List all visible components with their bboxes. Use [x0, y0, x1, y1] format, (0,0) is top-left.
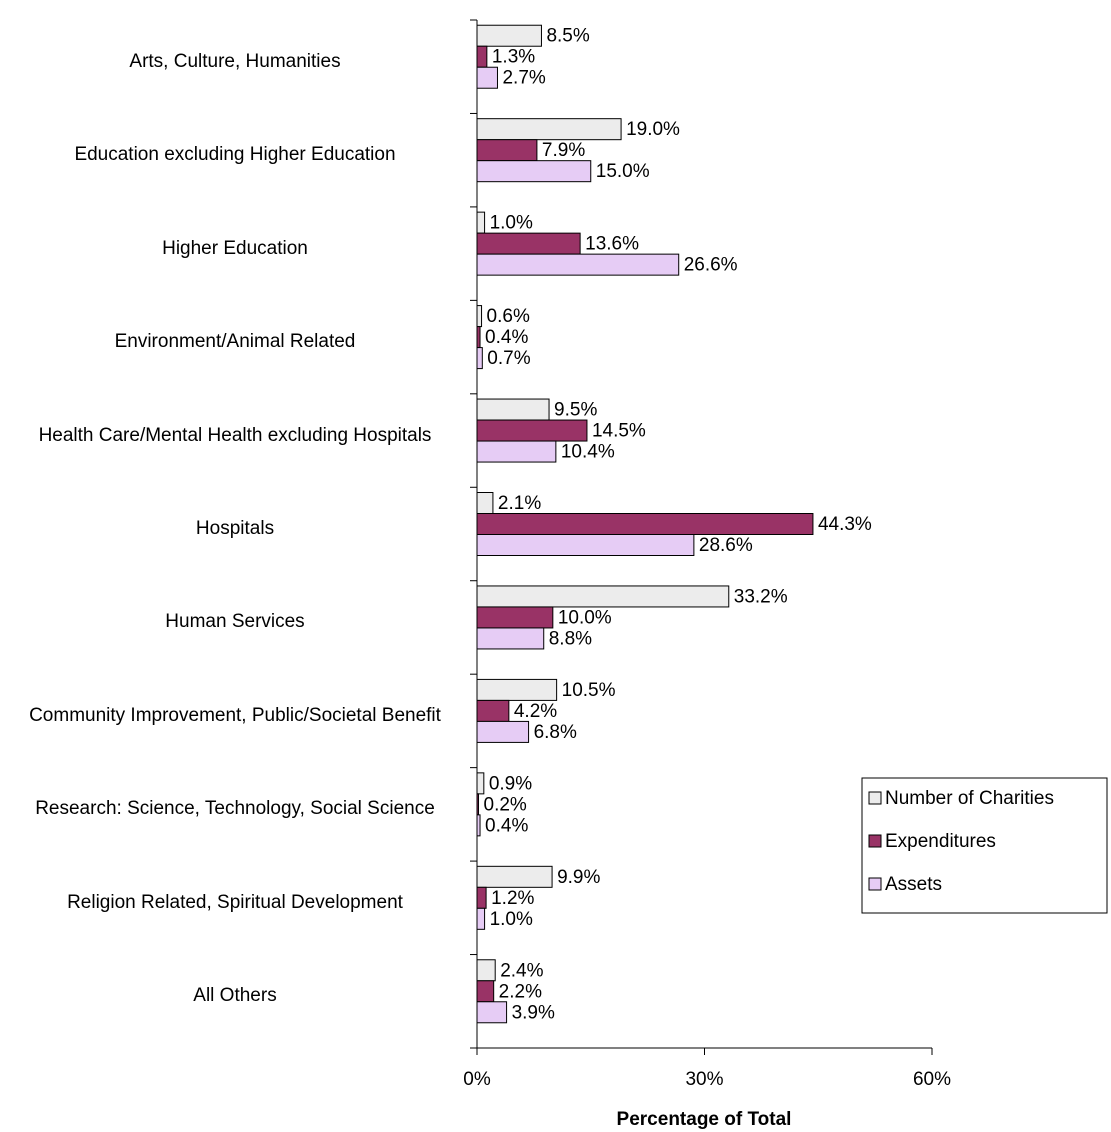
legend-swatch	[868, 834, 882, 848]
value-label: 9.9%	[557, 867, 600, 888]
value-label: 0.9%	[489, 773, 532, 794]
value-label: 6.8%	[534, 722, 577, 743]
bar	[476, 772, 485, 795]
category-label: Human Services	[165, 611, 305, 633]
bar	[476, 160, 592, 183]
category-label: Environment/Animal Related	[114, 331, 356, 353]
bar	[476, 814, 481, 837]
bar	[476, 419, 588, 442]
category-label: Education excluding Higher Education	[74, 144, 396, 166]
value-label: 19.0%	[626, 119, 680, 140]
bar	[476, 347, 483, 370]
legend-box	[861, 777, 1108, 914]
value-label: 44.3%	[818, 514, 872, 535]
value-label: 14.5%	[592, 421, 646, 442]
bar	[476, 45, 488, 68]
bar	[476, 585, 730, 608]
value-label: 0.4%	[485, 815, 528, 836]
value-label: 7.9%	[542, 140, 585, 161]
category-label: Research: Science, Technology, Social Sc…	[35, 798, 435, 820]
bar	[476, 865, 553, 888]
bar	[476, 793, 480, 816]
bar	[476, 66, 498, 89]
value-label: 0.7%	[487, 348, 530, 369]
value-label: 10.5%	[562, 680, 616, 701]
value-label: 8.5%	[546, 26, 589, 47]
bar	[476, 699, 510, 722]
value-label: 0.6%	[487, 306, 530, 327]
bar	[476, 959, 496, 982]
value-label: 2.4%	[500, 960, 543, 981]
bar	[476, 720, 530, 743]
bar	[476, 980, 495, 1003]
value-label: 8.8%	[549, 628, 592, 649]
bar	[476, 118, 622, 141]
value-label: 15.0%	[596, 161, 650, 182]
bar	[476, 24, 542, 47]
x-tick-label: 0%	[463, 1069, 491, 1090]
value-label: 13.6%	[585, 234, 639, 255]
bar	[476, 627, 545, 650]
value-label: 3.9%	[512, 1002, 555, 1023]
category-label: Community Improvement, Public/Societal B…	[29, 704, 441, 726]
category-label: Hospitals	[195, 518, 275, 539]
bar	[476, 886, 487, 909]
value-label: 0.4%	[485, 327, 528, 348]
bar	[476, 398, 550, 421]
x-axis-title: Percentage of Total	[617, 1109, 792, 1130]
bar	[476, 907, 486, 930]
legend-swatch	[868, 791, 882, 805]
bar	[476, 534, 695, 556]
category-label: Religion Related, Spiritual Development	[67, 891, 403, 913]
value-label: 2.7%	[502, 68, 545, 89]
x-tick-label: 30%	[685, 1069, 723, 1090]
bar	[476, 326, 481, 349]
value-label: 33.2%	[734, 586, 788, 607]
category-label: Health Care/Mental Health excluding Hosp…	[38, 424, 432, 446]
legend-label: Number of Charities	[885, 788, 1054, 809]
value-label: 1.0%	[490, 213, 533, 234]
value-label: 26.6%	[684, 255, 738, 276]
value-label: 4.2%	[514, 701, 557, 722]
category-label: Higher Education	[162, 237, 308, 259]
legend-label: Assets	[885, 874, 942, 895]
value-label: 1.0%	[490, 909, 533, 930]
bar	[476, 305, 483, 328]
bar	[476, 606, 554, 629]
value-label: 10.4%	[561, 442, 615, 463]
bar	[476, 1001, 508, 1024]
value-label: 28.6%	[699, 535, 753, 556]
bar	[476, 513, 814, 535]
legend-swatch	[868, 877, 882, 891]
legend-label: Expenditures	[885, 831, 996, 852]
value-label: 10.0%	[558, 607, 612, 628]
bar	[476, 440, 557, 463]
x-tick-label: 60%	[913, 1069, 951, 1090]
bar	[476, 139, 538, 162]
category-label: Arts, Culture, Humanities	[129, 50, 341, 72]
value-label: 0.2%	[484, 794, 527, 815]
bar	[476, 232, 581, 255]
value-label: 9.5%	[554, 400, 597, 421]
bar	[476, 253, 680, 276]
bar	[476, 492, 494, 514]
value-label: 2.2%	[499, 981, 542, 1002]
value-label: 1.2%	[491, 888, 534, 909]
value-label: 1.3%	[492, 47, 535, 68]
value-label: 2.1%	[498, 493, 541, 514]
bar	[476, 678, 558, 701]
category-label: All Others	[193, 985, 277, 1007]
bar	[476, 211, 486, 234]
